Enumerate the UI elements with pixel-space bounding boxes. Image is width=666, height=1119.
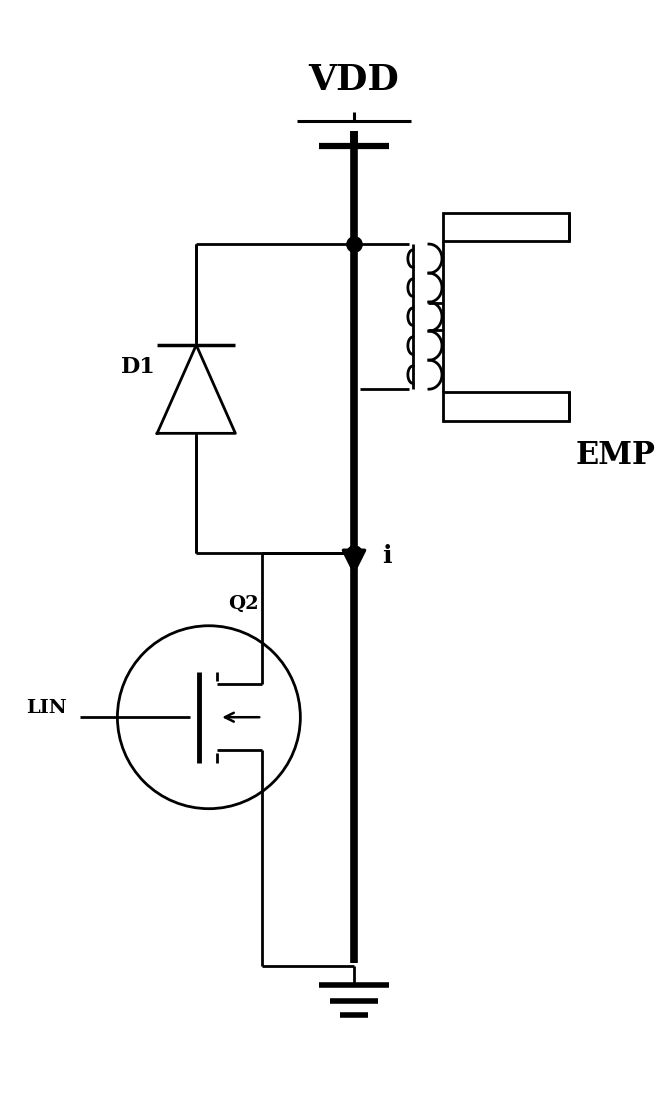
- Text: D1: D1: [121, 356, 155, 378]
- Text: VDD: VDD: [308, 63, 400, 97]
- Polygon shape: [157, 345, 235, 433]
- Text: i: i: [382, 544, 392, 568]
- Text: LIN: LIN: [27, 698, 67, 717]
- Text: EMP: EMP: [575, 440, 655, 471]
- Text: Q2: Q2: [228, 595, 259, 613]
